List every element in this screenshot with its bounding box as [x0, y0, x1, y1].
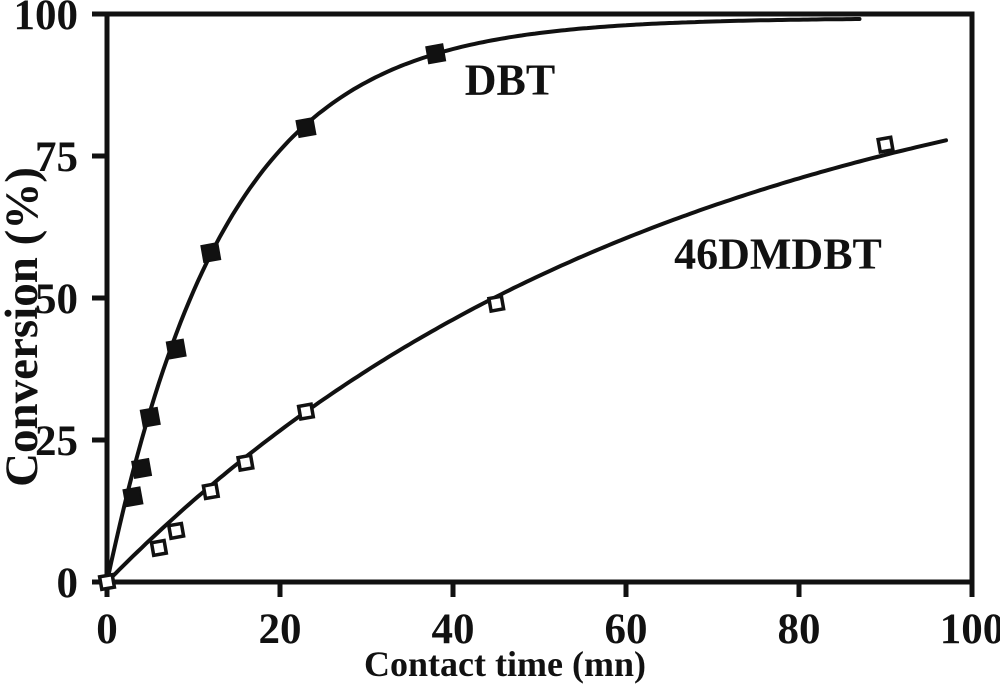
y-tick-label: 0 — [57, 560, 79, 607]
x-tick-label: 60 — [605, 606, 648, 653]
x-tick-label: 100 — [940, 606, 1000, 653]
data-point-dbt — [295, 117, 317, 139]
y-tick-label: 50 — [35, 276, 78, 323]
data-point-dbt — [131, 457, 153, 479]
fit-curve-46dmdbt — [105, 138, 948, 584]
data-point-46dmdbt — [876, 135, 895, 155]
data-point-dbt — [165, 338, 187, 360]
series-label-dbt: DBT — [464, 55, 556, 105]
y-tick-label: 25 — [35, 418, 78, 465]
x-tick-label: 80 — [778, 606, 821, 653]
y-axis-title: Conversion (%) — [0, 167, 48, 487]
fit-curve-dbt — [105, 17, 862, 584]
data-point-dbt — [139, 406, 161, 428]
y-tick-label: 100 — [14, 0, 79, 39]
data-point-dbt — [425, 43, 447, 65]
x-tick-label: 20 — [259, 606, 302, 653]
data-point-46dmdbt — [149, 538, 169, 558]
data-point-dbt — [200, 241, 222, 264]
x-tick-label: 40 — [432, 606, 475, 653]
data-point-46dmdbt — [296, 402, 316, 422]
data-point-46dmdbt — [97, 572, 117, 592]
y-tick-label: 75 — [35, 134, 78, 181]
data-point-46dmdbt — [166, 521, 186, 541]
series-label-46dmdbt: 46DMDBT — [674, 229, 882, 279]
x-tick-label: 0 — [96, 606, 118, 653]
data-point-46dmdbt — [486, 294, 506, 314]
data-point-46dmdbt — [235, 453, 255, 473]
data-point-dbt — [122, 486, 144, 508]
data-point-46dmdbt — [201, 481, 221, 501]
x-axis-title: Contact time (mn) — [364, 644, 646, 684]
